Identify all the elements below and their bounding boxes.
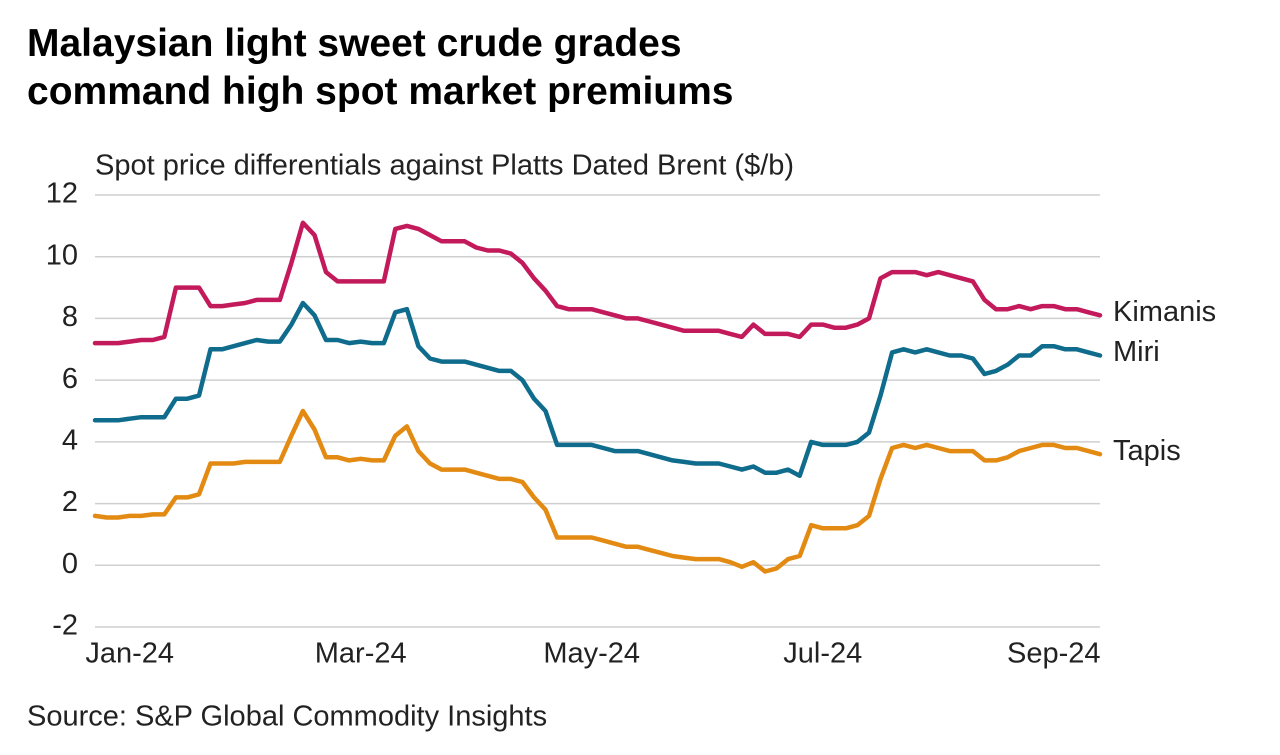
chart-subtitle: Spot price differentials against Platts … (95, 150, 794, 182)
series-label: Kimanis (1113, 296, 1216, 328)
series-line (92, 220, 1103, 346)
x-tick-label: Jul-24 (783, 638, 862, 670)
x-tick-label: Jan-24 (85, 638, 174, 670)
y-tick-label: -2 (52, 610, 78, 642)
source: Source: S&P Global Commodity Insights (27, 701, 547, 733)
x-tick-label: May-24 (543, 638, 640, 670)
y-tick-label: 12 (46, 178, 78, 210)
y-tick-label: 10 (46, 239, 78, 271)
series-line (92, 408, 1103, 574)
x-tick-label: Mar-24 (315, 638, 407, 670)
y-tick-label: 0 (62, 548, 78, 580)
y-tick-label: 2 (62, 486, 78, 518)
series-line (92, 300, 1103, 479)
y-tick-label: 6 (62, 363, 78, 395)
y-tick-label: 4 (62, 425, 78, 457)
series-label: Tapis (1113, 435, 1181, 467)
y-tick-label: 8 (62, 301, 78, 333)
chart-title: Malaysian light sweet crude grades comma… (27, 22, 734, 113)
x-tick-label: Sep-24 (1007, 638, 1101, 670)
series-label: Miri (1113, 336, 1160, 368)
